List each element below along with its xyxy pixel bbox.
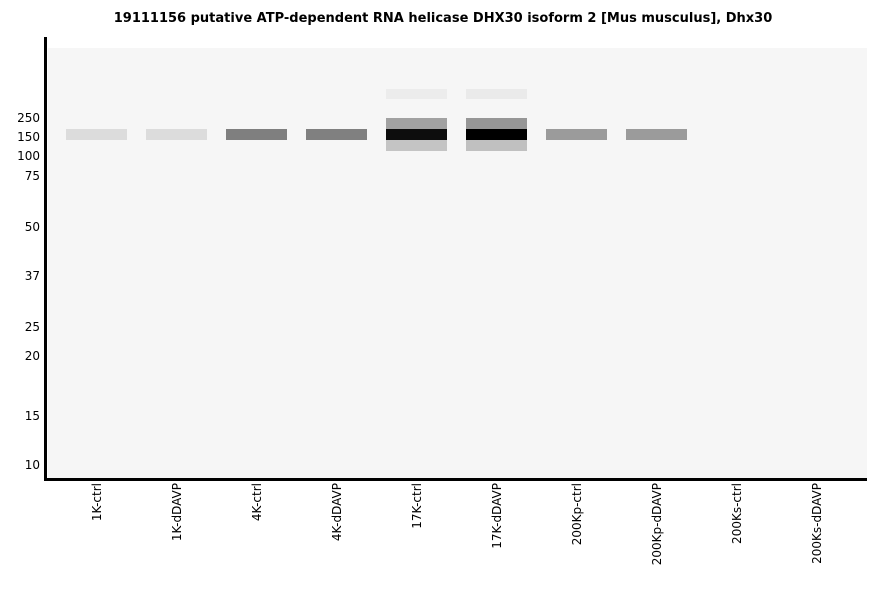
gel-band <box>386 118 447 129</box>
gel-band <box>386 128 447 140</box>
lane-label: 17K-dDAVP <box>489 483 504 549</box>
gel-band <box>306 128 367 140</box>
plot-area <box>48 48 867 478</box>
chart-title: 19111156 putative ATP-dependent RNA heli… <box>113 11 773 26</box>
y-tick-label: 20 <box>24 349 40 363</box>
y-tick-label: 10 <box>24 457 40 472</box>
y-tick-label: 25 <box>24 320 40 334</box>
gel-band <box>386 140 447 151</box>
y-axis-line <box>44 37 47 481</box>
gel-band <box>466 128 527 140</box>
gel-band <box>66 128 127 140</box>
y-tick-label: 37 <box>24 269 40 283</box>
gel-band <box>146 128 207 140</box>
gel-band <box>386 88 447 99</box>
y-tick-label: 100 <box>17 149 40 163</box>
y-tick-label: 15 <box>24 408 40 423</box>
lane-label: 4K-dDAVP <box>329 483 344 542</box>
lane-label: 200Kp-ctrl <box>569 483 584 546</box>
y-tick-label: 150 <box>17 129 40 144</box>
lane-label: 200Kp-dDAVP <box>649 483 664 566</box>
y-tick-label: 75 <box>24 168 40 183</box>
gel-band <box>546 129 607 140</box>
y-tick-label: 50 <box>24 220 40 234</box>
x-axis-line <box>44 478 867 481</box>
gel-band <box>626 129 687 140</box>
gel-band <box>226 128 287 140</box>
gel-band <box>466 118 527 129</box>
y-tick-label: 250 <box>17 110 40 125</box>
gel-band <box>466 140 527 151</box>
lane-label: 200Ks-ctrl <box>729 483 744 544</box>
lane-label: 200Ks-dDAVP <box>809 483 824 564</box>
lane-label: 1K-dDAVP <box>169 483 184 542</box>
lane-label: 17K-ctrl <box>409 483 424 529</box>
lane-label: 4K-ctrl <box>249 483 264 522</box>
lane-label: 1K-ctrl <box>89 483 104 522</box>
gel-band <box>466 88 527 99</box>
